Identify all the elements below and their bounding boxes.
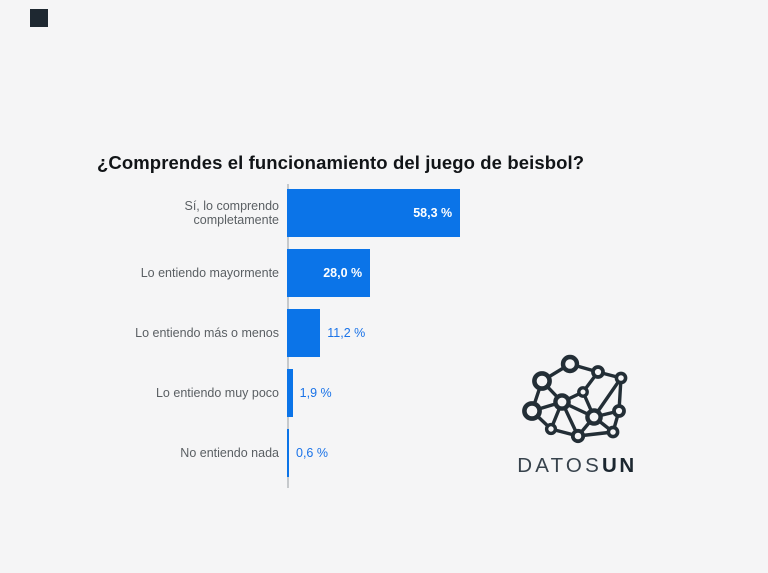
bar-track: 0,6 % [287,429,697,477]
bar-row: Sí, lo comprendo completamente 58,3 % [97,189,697,237]
bar-mas-o-menos [287,309,321,357]
bar-track: 58,3 % [287,189,697,237]
bar-row: No entiendo nada 0,6 % [97,429,697,477]
logo-text-bold: UN [601,454,637,477]
bar-track: 11,2 % [287,309,697,357]
brand-mark-square [30,9,48,27]
bar-muy-poco [287,369,293,417]
category-label: Sí, lo comprendo completamente [184,199,280,227]
bar-mayormente: 28,0 % [287,249,371,297]
bar-row: Lo entiendo muy poco 1,9 % [97,369,697,417]
category-label: No entiendo nada [180,446,279,460]
bar-nada [287,429,289,477]
logo-wordmark: DATOSUN [517,454,637,478]
bar-row: Lo entiendo mayormente 28,0 % [97,249,697,297]
chart-title: ¿Comprendes el funcionamiento del juego … [97,152,585,174]
value-label: 11,2 % [327,326,366,340]
category-label: Lo entiendo mayormente [140,266,279,280]
value-label: 1,9 % [299,386,332,400]
datosun-logo: DATOSUN [502,349,652,478]
category-label: Lo entiendo más o menos [135,326,279,340]
bar-si-completamente: 58,3 % [287,189,461,237]
category-label: Lo entiendo muy poco [155,386,279,400]
value-label: 28,0 % [323,266,363,280]
bar-chart: Sí, lo comprendo completamente 58,3 % Lo… [97,184,697,489]
value-label: 58,3 % [413,206,453,220]
bar-row: Lo entiendo más o menos 11,2 % [97,309,697,357]
value-label: 0,6 % [296,446,328,460]
logo-text-regular: DATOS [517,454,602,477]
network-graph-icon [520,349,634,449]
bar-track: 1,9 % [287,369,697,417]
bar-track: 28,0 % [287,249,697,297]
